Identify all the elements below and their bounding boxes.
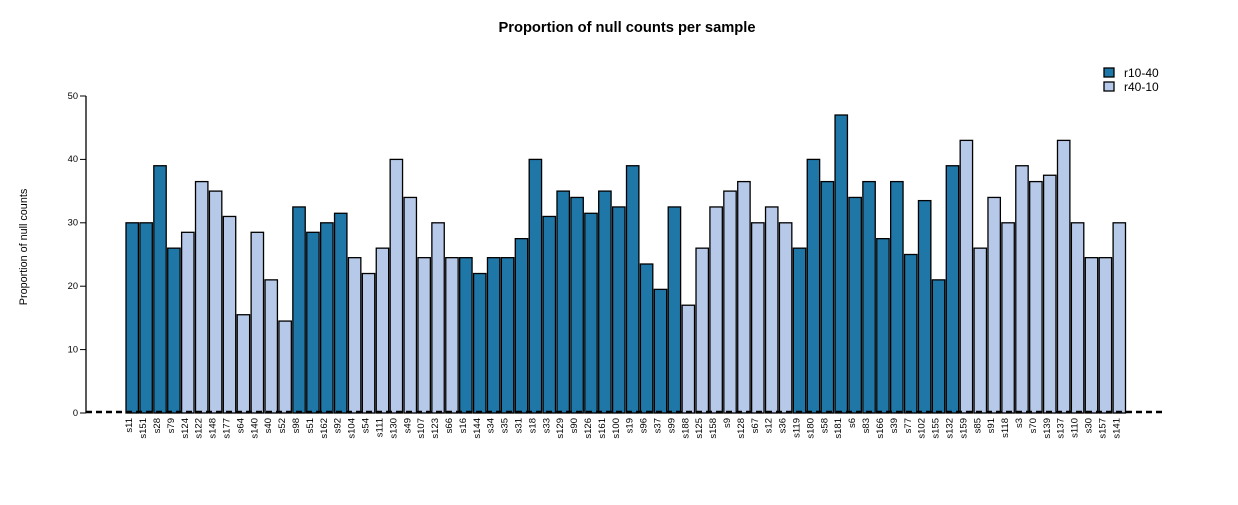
svg-text:s128: s128 [736, 418, 747, 439]
svg-text:s66: s66 [444, 418, 455, 433]
svg-text:s31: s31 [513, 418, 524, 433]
svg-text:s98: s98 [291, 418, 302, 433]
svg-text:s126: s126 [583, 418, 594, 439]
svg-text:s123: s123 [430, 418, 441, 439]
svg-text:s33: s33 [541, 418, 552, 433]
svg-text:s35: s35 [500, 418, 511, 433]
svg-text:s77: s77 [903, 418, 914, 433]
svg-text:s85: s85 [972, 418, 983, 433]
svg-text:s37: s37 [653, 418, 664, 433]
svg-text:s16: s16 [458, 418, 469, 433]
svg-text:s100: s100 [611, 418, 622, 439]
svg-text:s161: s161 [597, 418, 608, 439]
svg-text:Proportion of null counts per: Proportion of null counts per sample [498, 20, 755, 36]
svg-text:s141: s141 [1111, 418, 1122, 439]
svg-text:s79: s79 [166, 418, 177, 433]
svg-text:40: 40 [68, 154, 78, 164]
svg-text:s181: s181 [833, 418, 844, 439]
svg-text:s36: s36 [778, 418, 789, 433]
svg-text:s166: s166 [875, 418, 886, 439]
svg-text:s158: s158 [708, 418, 719, 439]
svg-text:0: 0 [73, 408, 78, 418]
svg-text:s130: s130 [388, 418, 399, 439]
svg-text:30: 30 [68, 218, 78, 228]
svg-text:s188: s188 [680, 418, 691, 439]
svg-text:s180: s180 [805, 418, 816, 439]
svg-text:s137: s137 [1056, 418, 1067, 439]
svg-text:s119: s119 [792, 418, 803, 438]
svg-text:s40: s40 [263, 418, 274, 433]
svg-text:s90: s90 [569, 418, 580, 433]
svg-text:s30: s30 [1083, 418, 1094, 433]
svg-text:20: 20 [68, 281, 78, 291]
svg-text:s104: s104 [347, 418, 358, 439]
svg-text:s144: s144 [472, 418, 483, 439]
svg-text:50: 50 [68, 91, 78, 101]
svg-text:s49: s49 [402, 418, 413, 433]
svg-text:s39: s39 [889, 418, 900, 433]
svg-text:s118: s118 [1000, 418, 1011, 438]
svg-text:s83: s83 [861, 418, 872, 433]
svg-text:s99: s99 [666, 418, 677, 433]
svg-text:s132: s132 [944, 418, 955, 439]
svg-text:s139: s139 [1042, 418, 1053, 439]
svg-text:s151: s151 [138, 418, 149, 439]
svg-text:s34: s34 [486, 418, 497, 433]
svg-text:Proportion of null counts: Proportion of null counts [18, 188, 30, 305]
svg-text:s148: s148 [208, 418, 219, 439]
svg-text:s28: s28 [152, 418, 163, 433]
svg-text:s91: s91 [986, 418, 997, 433]
svg-text:r40-10: r40-10 [1124, 80, 1159, 94]
svg-text:s58: s58 [819, 418, 830, 433]
svg-text:s19: s19 [625, 418, 636, 433]
svg-text:s11: s11 [124, 418, 135, 433]
svg-text:s140: s140 [249, 418, 260, 439]
svg-text:r10-40: r10-40 [1124, 66, 1159, 80]
svg-text:s54: s54 [361, 418, 372, 433]
svg-text:s177: s177 [222, 418, 233, 439]
svg-text:s51: s51 [305, 418, 316, 433]
svg-text:s6: s6 [847, 418, 858, 428]
svg-text:s159: s159 [958, 418, 969, 439]
svg-text:s67: s67 [750, 418, 761, 433]
svg-text:s162: s162 [319, 418, 330, 439]
svg-text:s122: s122 [194, 418, 205, 439]
svg-text:s102: s102 [917, 418, 928, 439]
svg-text:s96: s96 [639, 418, 650, 433]
svg-text:s92: s92 [333, 418, 344, 433]
svg-text:10: 10 [68, 344, 78, 354]
svg-text:s110: s110 [1070, 418, 1081, 438]
svg-text:s125: s125 [694, 418, 705, 439]
svg-text:s107: s107 [416, 418, 427, 439]
svg-text:s111: s111 [374, 418, 385, 437]
svg-text:s155: s155 [931, 418, 942, 439]
svg-text:s64: s64 [235, 418, 246, 433]
svg-text:s129: s129 [555, 418, 566, 439]
svg-text:s18: s18 [527, 418, 538, 433]
svg-text:s12: s12 [764, 418, 775, 433]
svg-text:s9: s9 [722, 418, 733, 428]
svg-text:s124: s124 [180, 418, 191, 439]
svg-text:s3: s3 [1014, 418, 1025, 428]
svg-text:s157: s157 [1097, 418, 1108, 439]
svg-text:s52: s52 [277, 418, 288, 433]
svg-text:s70: s70 [1028, 418, 1039, 433]
